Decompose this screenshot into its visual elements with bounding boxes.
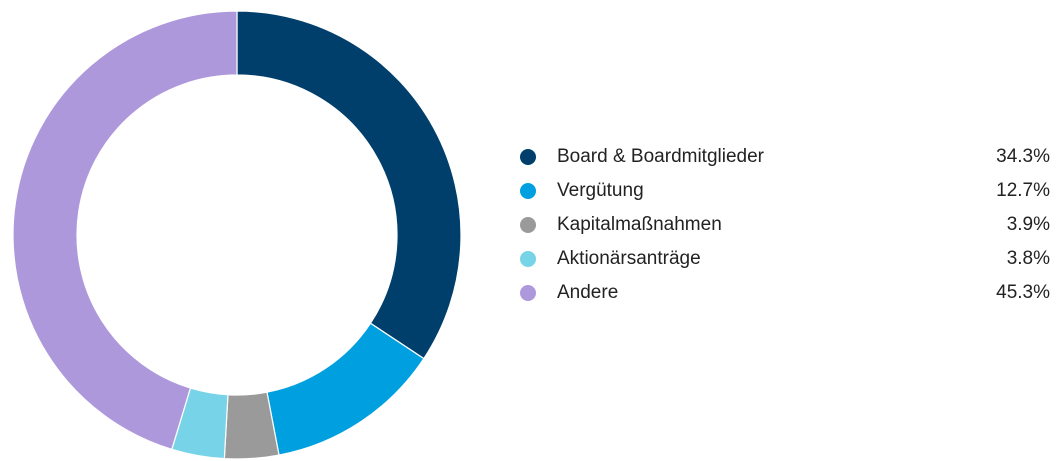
slice — [12, 10, 238, 451]
legend-marker — [520, 217, 536, 233]
legend-marker — [520, 149, 536, 165]
slice — [266, 322, 425, 456]
legend-label: Aktionärsanträge — [557, 248, 701, 269]
legend-label: Board & Boardmitglieder — [557, 146, 765, 167]
legend-marker — [520, 285, 536, 301]
legend-label: Andere — [557, 282, 618, 303]
legend-value: 12.7% — [996, 180, 1050, 201]
legend-value: 3.8% — [1007, 248, 1050, 269]
legend-value: 3.9% — [1007, 214, 1050, 235]
legend-value: 34.3% — [996, 146, 1050, 167]
legend-value: 45.3% — [996, 282, 1050, 303]
legend-marker — [520, 183, 536, 199]
slice — [236, 10, 462, 360]
legend-marker — [520, 251, 536, 267]
legend-label: Vergütung — [557, 180, 644, 201]
legend-label: Kapitalmaßnahmen — [557, 214, 722, 235]
